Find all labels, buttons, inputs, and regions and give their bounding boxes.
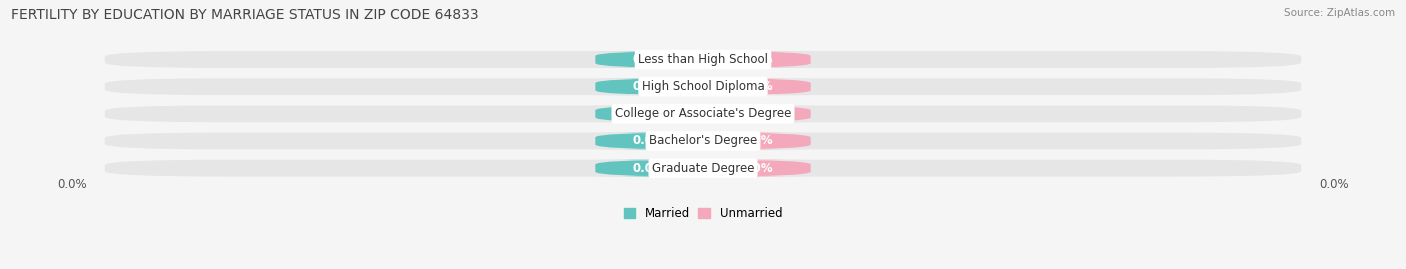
- FancyBboxPatch shape: [703, 160, 811, 176]
- Text: FERTILITY BY EDUCATION BY MARRIAGE STATUS IN ZIP CODE 64833: FERTILITY BY EDUCATION BY MARRIAGE STATU…: [11, 8, 479, 22]
- Text: 0.0%: 0.0%: [741, 162, 773, 175]
- FancyBboxPatch shape: [595, 51, 703, 68]
- FancyBboxPatch shape: [703, 133, 811, 149]
- FancyBboxPatch shape: [104, 133, 1302, 149]
- Text: 0.0%: 0.0%: [56, 178, 87, 192]
- Text: Graduate Degree: Graduate Degree: [652, 162, 754, 175]
- FancyBboxPatch shape: [104, 51, 1302, 68]
- Text: Source: ZipAtlas.com: Source: ZipAtlas.com: [1284, 8, 1395, 18]
- FancyBboxPatch shape: [104, 160, 1302, 176]
- FancyBboxPatch shape: [595, 105, 703, 122]
- FancyBboxPatch shape: [703, 51, 811, 68]
- Text: High School Diploma: High School Diploma: [641, 80, 765, 93]
- Text: Bachelor's Degree: Bachelor's Degree: [650, 134, 756, 147]
- FancyBboxPatch shape: [703, 78, 811, 95]
- FancyBboxPatch shape: [703, 105, 811, 122]
- Text: 0.0%: 0.0%: [633, 80, 665, 93]
- Legend: Married, Unmarried: Married, Unmarried: [624, 207, 782, 220]
- Text: 0.0%: 0.0%: [633, 53, 665, 66]
- FancyBboxPatch shape: [595, 160, 703, 176]
- FancyBboxPatch shape: [104, 105, 1302, 122]
- Text: 0.0%: 0.0%: [633, 162, 665, 175]
- Text: 0.0%: 0.0%: [633, 134, 665, 147]
- Text: Less than High School: Less than High School: [638, 53, 768, 66]
- Text: 0.0%: 0.0%: [741, 107, 773, 120]
- FancyBboxPatch shape: [595, 78, 703, 95]
- Text: 0.0%: 0.0%: [633, 107, 665, 120]
- Text: 0.0%: 0.0%: [1319, 178, 1350, 192]
- FancyBboxPatch shape: [595, 133, 703, 149]
- Text: 0.0%: 0.0%: [741, 134, 773, 147]
- Text: 0.0%: 0.0%: [741, 80, 773, 93]
- Text: 0.0%: 0.0%: [741, 53, 773, 66]
- Text: College or Associate's Degree: College or Associate's Degree: [614, 107, 792, 120]
- FancyBboxPatch shape: [104, 78, 1302, 95]
